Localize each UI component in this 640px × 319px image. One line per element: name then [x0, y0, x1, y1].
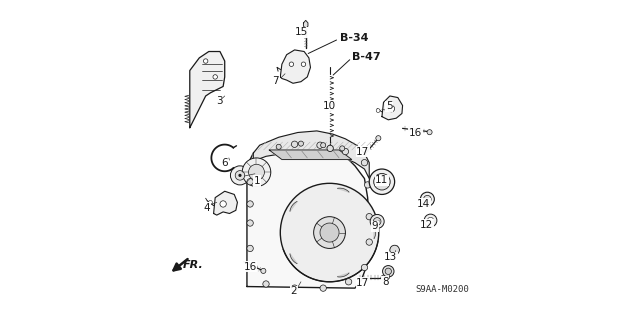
Circle shape: [247, 179, 253, 185]
Circle shape: [235, 171, 244, 180]
Circle shape: [247, 245, 253, 252]
Circle shape: [364, 182, 371, 188]
Circle shape: [362, 160, 367, 166]
Circle shape: [427, 130, 432, 135]
Text: 3: 3: [216, 96, 223, 106]
Circle shape: [366, 213, 372, 220]
Circle shape: [248, 164, 264, 180]
Circle shape: [289, 62, 294, 66]
Text: 4: 4: [204, 203, 210, 213]
Polygon shape: [337, 188, 349, 192]
Circle shape: [213, 75, 218, 79]
Text: B-34: B-34: [340, 33, 368, 43]
Circle shape: [220, 201, 227, 207]
Polygon shape: [269, 150, 352, 160]
Circle shape: [424, 196, 431, 203]
Circle shape: [276, 144, 281, 149]
Circle shape: [370, 214, 384, 228]
Circle shape: [381, 275, 386, 280]
Text: 7: 7: [273, 76, 279, 86]
Circle shape: [291, 141, 298, 147]
Circle shape: [420, 192, 435, 206]
Text: 15: 15: [294, 27, 308, 37]
Circle shape: [238, 174, 241, 177]
Circle shape: [317, 142, 323, 148]
Circle shape: [383, 266, 394, 277]
Circle shape: [301, 62, 306, 66]
Text: 5: 5: [386, 101, 392, 111]
Text: B-47: B-47: [353, 52, 381, 62]
Polygon shape: [214, 191, 237, 215]
Circle shape: [320, 285, 326, 291]
Circle shape: [314, 217, 346, 249]
Circle shape: [376, 109, 380, 113]
Text: 17: 17: [356, 146, 369, 157]
Circle shape: [280, 183, 379, 282]
Circle shape: [327, 145, 333, 152]
Polygon shape: [280, 50, 310, 83]
Circle shape: [247, 201, 253, 207]
Text: 6: 6: [221, 158, 227, 168]
Polygon shape: [337, 273, 349, 277]
Text: 14: 14: [417, 199, 430, 209]
Circle shape: [388, 106, 395, 112]
Polygon shape: [382, 96, 403, 120]
Circle shape: [342, 148, 349, 155]
Text: 10: 10: [323, 100, 336, 110]
Circle shape: [320, 223, 339, 242]
Circle shape: [346, 278, 352, 285]
Circle shape: [369, 169, 395, 195]
Text: 16: 16: [243, 262, 257, 272]
Text: 1: 1: [254, 176, 260, 186]
Polygon shape: [374, 226, 376, 239]
Polygon shape: [303, 20, 308, 29]
Circle shape: [204, 59, 208, 63]
Text: FR.: FR.: [183, 260, 204, 270]
Polygon shape: [247, 140, 369, 288]
Circle shape: [424, 214, 437, 227]
Polygon shape: [290, 254, 297, 263]
Polygon shape: [253, 131, 369, 179]
Circle shape: [263, 281, 269, 287]
Circle shape: [298, 141, 303, 146]
Circle shape: [376, 136, 381, 141]
Circle shape: [261, 268, 266, 273]
Polygon shape: [290, 202, 297, 211]
Circle shape: [373, 218, 381, 225]
Circle shape: [366, 239, 372, 245]
Text: 16: 16: [409, 128, 422, 137]
Circle shape: [390, 245, 399, 255]
Circle shape: [247, 220, 253, 226]
Text: 13: 13: [384, 252, 397, 262]
Circle shape: [340, 146, 345, 151]
Text: 12: 12: [420, 219, 433, 230]
Text: 17: 17: [356, 278, 369, 288]
Circle shape: [362, 264, 367, 271]
Text: 8: 8: [382, 277, 388, 287]
Circle shape: [374, 174, 390, 190]
Circle shape: [321, 143, 326, 148]
Text: 11: 11: [375, 175, 388, 185]
Circle shape: [428, 217, 434, 224]
Polygon shape: [190, 51, 225, 128]
Circle shape: [230, 166, 250, 185]
Circle shape: [209, 200, 212, 204]
Circle shape: [385, 268, 392, 274]
Circle shape: [242, 158, 271, 187]
Text: 9: 9: [371, 221, 378, 231]
Circle shape: [291, 285, 298, 291]
Text: 2: 2: [291, 286, 297, 296]
Text: S9AA-M0200: S9AA-M0200: [415, 285, 469, 294]
